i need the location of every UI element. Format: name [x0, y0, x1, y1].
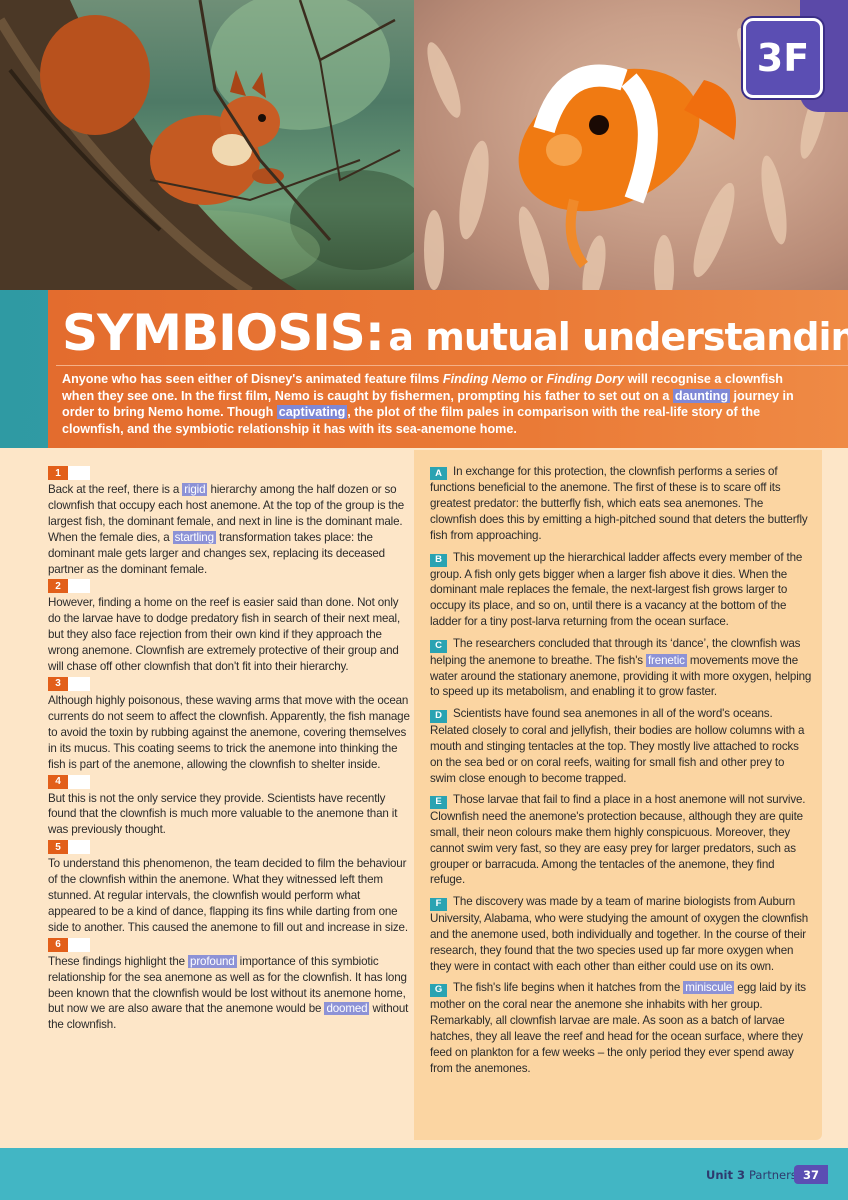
text-run: will recognise a clownfish when they see…	[62, 372, 783, 403]
left-paragraph: Back at the reef, there is a rigid hiera…	[48, 482, 410, 577]
left-paragraph: However, finding a home on the reef is e…	[48, 595, 410, 675]
right-column: A In exchange for this protection, the cl…	[414, 450, 822, 1140]
text-run: These findings highlight the	[48, 954, 189, 968]
paragraph-number-row: 3	[48, 676, 410, 691]
text-run: movements move the water around the stat…	[430, 653, 812, 699]
option-letter: G	[430, 983, 447, 997]
left-column: 1 Back at the reef, there is a rigid hier…	[38, 450, 410, 1140]
text-run: The discovery was made by a team of mari…	[430, 895, 809, 973]
film-title: Finding Nemo	[442, 372, 527, 386]
paragraph-number: 1	[48, 466, 68, 480]
page-title: SYMBIOSIS: a mutual understanding	[62, 302, 848, 364]
paragraph-number-row: 6	[48, 937, 410, 952]
text-run: Anyone who has seen either of Disney's a…	[62, 372, 443, 386]
text-run: journey in order to bring Nemo home. Tho…	[62, 388, 794, 420]
text-run: transformation takes place: the dominant…	[48, 530, 385, 576]
option-letter: C	[430, 639, 447, 653]
answer-box[interactable]	[68, 466, 90, 480]
text-run: Those larvae that fail to find a place i…	[430, 793, 806, 887]
squirrel-photo	[0, 0, 414, 292]
text-run: without the clownfish.	[48, 1002, 409, 1032]
intro-paragraph: Anyone who has seen either of Disney's a…	[62, 371, 802, 437]
footer-bar	[0, 1148, 848, 1200]
footer-unit: Unit 3	[706, 1168, 745, 1182]
option-letter: D	[430, 709, 447, 723]
left-paragraph: These findings highlight the profound im…	[48, 954, 410, 1034]
text-run: Although highly poisonous, these waving …	[48, 693, 410, 771]
left-paragraph: But this is not the only service they pr…	[48, 791, 410, 839]
highlighted-word: miniscule	[683, 981, 735, 995]
left-paragraph: Although highly poisonous, these waving …	[48, 693, 410, 773]
title-divider	[56, 365, 848, 366]
highlighted-word: frenetic	[645, 653, 687, 667]
answer-box[interactable]	[68, 579, 90, 594]
text-run: egg laid by its mother on the coral near…	[430, 981, 806, 1075]
highlighted-word: captivating	[276, 405, 348, 420]
unit-badge: 3F	[743, 18, 823, 98]
title-sub: a mutual understanding	[388, 315, 848, 359]
option-paragraph: B This movement up the hierarchical ladde…	[430, 550, 812, 630]
highlighted-word: daunting	[672, 388, 731, 403]
highlighted-word: startling	[172, 530, 216, 544]
text-run: But this is not the only service they pr…	[48, 791, 398, 837]
paragraph-number: 2	[48, 579, 68, 594]
text-run: , the plot of the film pales in comparis…	[62, 405, 761, 436]
text-run: In exchange for this protection, the clo…	[430, 465, 808, 543]
title-panel	[48, 290, 848, 448]
text-run: importance of this symbiotic relationshi…	[48, 954, 407, 1016]
left-paragraph: To understand this phenomenon, the team …	[48, 856, 410, 936]
text-run: hierarchy among the half dozen or so clo…	[48, 483, 405, 544]
option-paragraph: D Scientists have found sea anemones in a…	[430, 706, 812, 786]
film-title: Finding Dory	[546, 372, 625, 386]
option-paragraph: A In exchange for this protection, the cl…	[430, 464, 812, 544]
text-run: Scientists have found sea anemones in al…	[430, 707, 805, 785]
paragraph-number-row: 1	[48, 466, 410, 480]
paragraph-number-row: 4	[48, 774, 410, 789]
option-letter: F	[430, 897, 447, 911]
highlighted-word: doomed	[324, 1002, 370, 1016]
text-run: However, finding a home on the reef is e…	[48, 596, 401, 674]
paragraph-number: 6	[48, 937, 68, 952]
text-run: or	[526, 372, 547, 386]
paragraph-number: 3	[48, 676, 68, 691]
text-run: This movement up the hierarchical ladder…	[430, 551, 803, 629]
highlighted-word: rigid	[182, 483, 208, 496]
highlighted-word: profound	[188, 954, 237, 968]
option-letter: E	[430, 795, 447, 809]
paragraph-number: 5	[48, 840, 68, 855]
title-main: SYMBIOSIS:	[62, 304, 385, 362]
paragraph-number-row: 2	[48, 579, 410, 594]
option-paragraph: F The discovery was made by a team of mar…	[430, 894, 812, 974]
footer-section: Partners	[749, 1168, 797, 1182]
answer-box[interactable]	[68, 937, 90, 952]
text-run: Back at the reef, there is a	[48, 483, 183, 496]
answer-box[interactable]	[68, 774, 90, 789]
option-paragraph: C The researchers concluded that through …	[430, 636, 812, 700]
option-letter: B	[430, 553, 447, 567]
paragraph-number: 4	[48, 774, 68, 789]
option-paragraph: G The fish's life begins when it hatches …	[430, 980, 812, 1076]
page-number: 37	[794, 1165, 828, 1184]
text-run: To understand this phenomenon, the team …	[48, 857, 408, 934]
answer-box[interactable]	[68, 840, 90, 855]
text-run: The fish's life begins when it hatches f…	[453, 981, 684, 995]
footer-label: Unit 3 Partners	[706, 1168, 797, 1182]
option-letter: A	[430, 467, 447, 481]
answer-box[interactable]	[68, 676, 90, 691]
option-paragraph: E Those larvae that fail to find a place …	[430, 792, 812, 888]
text-run: The researchers concluded that through i…	[430, 637, 801, 667]
paragraph-number-row: 5	[48, 840, 410, 855]
